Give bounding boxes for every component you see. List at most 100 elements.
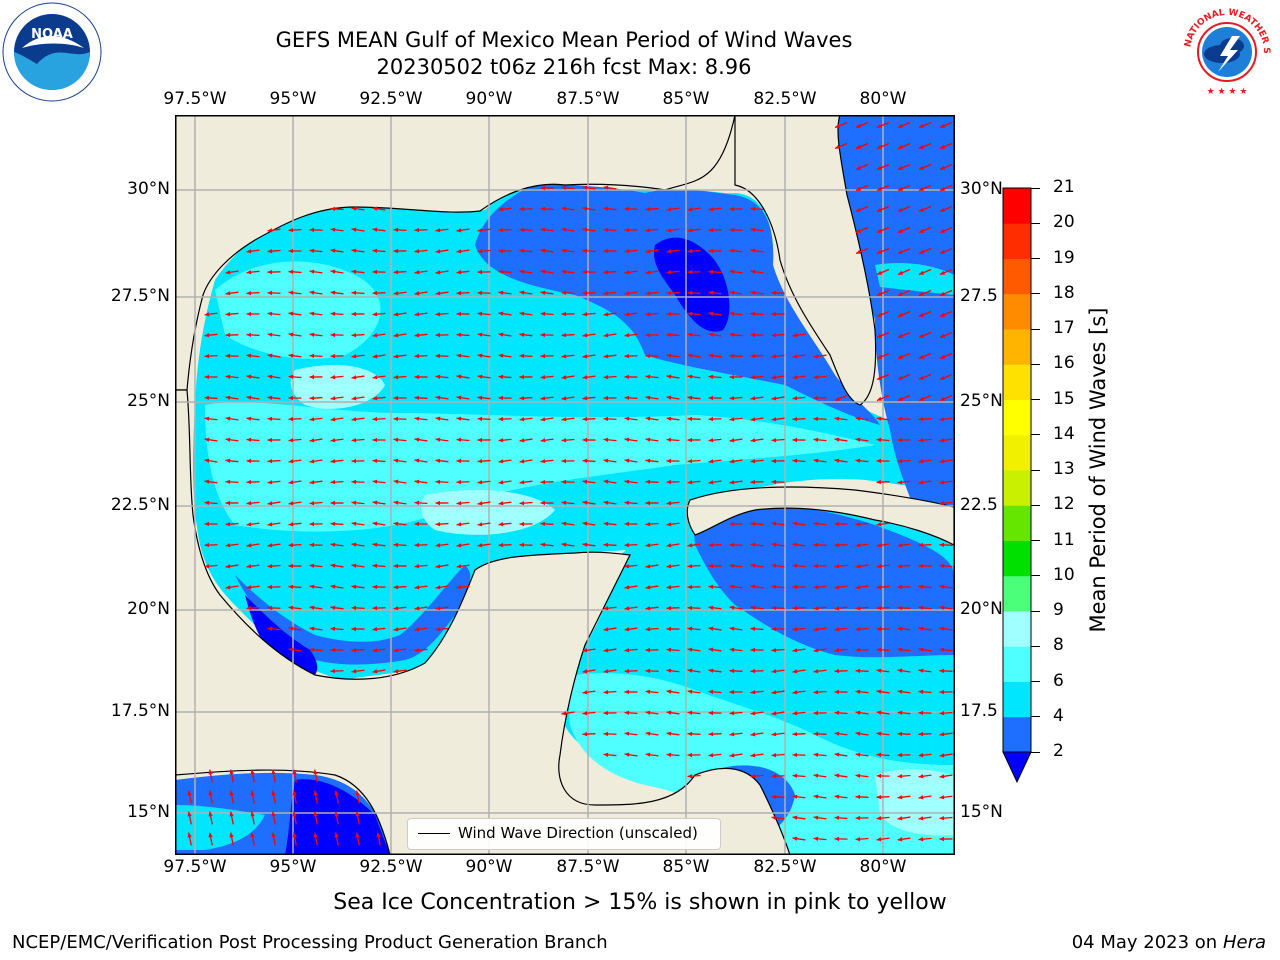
wind-arrow-head bbox=[645, 437, 651, 442]
wind-arrow-head bbox=[940, 396, 946, 401]
wind-arrow-head bbox=[540, 396, 546, 401]
wind-arrow-head bbox=[330, 668, 336, 674]
wind-arrow-head bbox=[351, 332, 357, 338]
wind-arrow-head bbox=[393, 458, 399, 463]
wind-arrow-head bbox=[477, 395, 483, 400]
wind-arrow-head bbox=[918, 459, 924, 464]
wind-arrow-head bbox=[624, 374, 630, 380]
mexico-land bbox=[175, 389, 791, 854]
colorbar-tick-label: 11 bbox=[1053, 529, 1075, 550]
wind-arrow-head bbox=[645, 626, 651, 632]
wind-arrow-head bbox=[771, 732, 777, 737]
lat-tick-label: 30°N bbox=[127, 179, 170, 199]
wind-arrow-head bbox=[582, 312, 588, 317]
wind-arrow-head bbox=[939, 584, 945, 589]
wind-arrow-head bbox=[855, 668, 861, 674]
wind-arrow-head bbox=[204, 564, 210, 569]
footer-date-text: 04 May 2023 on bbox=[1071, 932, 1218, 953]
wind-arrow-head bbox=[771, 563, 777, 568]
wind-arrow-head bbox=[309, 248, 315, 253]
wind-arrow-head bbox=[624, 458, 630, 463]
wind-arrow-head bbox=[498, 248, 504, 254]
wind-arrow-head bbox=[898, 144, 904, 149]
wind-arrow-head bbox=[792, 836, 798, 841]
wind-arrow-head bbox=[267, 228, 273, 233]
wind-arrow-head bbox=[813, 648, 819, 653]
wind-arrow-head bbox=[393, 269, 399, 275]
wind-arrow-head bbox=[898, 375, 904, 380]
wind-arrow-head bbox=[519, 438, 525, 443]
wind-arrow-head bbox=[393, 563, 399, 569]
wind-arrow-head bbox=[877, 228, 883, 233]
lat-tick-label: 20°N bbox=[960, 599, 1003, 619]
wind-arrow-head bbox=[603, 185, 609, 190]
wind-arrow-head bbox=[939, 732, 945, 737]
wind-arrow-head bbox=[813, 731, 819, 737]
wind-arrow-head bbox=[813, 437, 819, 442]
wind-arrow-head bbox=[267, 522, 273, 527]
wind-arrow-head bbox=[666, 374, 672, 379]
colorbar-tick-label: 18 bbox=[1053, 282, 1075, 303]
wind-arrow-head bbox=[288, 290, 294, 295]
wind-arrow-head bbox=[855, 752, 861, 757]
wind-arrow-head bbox=[898, 396, 904, 401]
wind-arrow-head bbox=[372, 416, 378, 422]
wind-arrow-head bbox=[876, 647, 882, 653]
wind-arrow-head bbox=[666, 626, 672, 632]
wind-arrow-head bbox=[729, 311, 735, 316]
wind-arrow-head bbox=[708, 290, 714, 295]
wind-arrow-head bbox=[351, 437, 357, 443]
wind-arrow-head bbox=[225, 312, 231, 317]
wind-arrow-head bbox=[940, 270, 946, 275]
wind-arrow-head bbox=[582, 711, 588, 716]
wind-arrow-head bbox=[372, 375, 378, 380]
wind-arrow-head bbox=[708, 416, 714, 422]
wind-arrow-head bbox=[582, 269, 588, 275]
wind-arrow-head bbox=[246, 374, 252, 379]
wind-arrow-head bbox=[351, 290, 357, 296]
wind-arrow-head bbox=[519, 417, 525, 422]
wind-arrow-head bbox=[687, 207, 693, 212]
wind-arrow-head bbox=[940, 333, 946, 338]
wind-arrow-head bbox=[498, 416, 504, 422]
colorbar-segment bbox=[1003, 434, 1031, 471]
wind-arrow-head bbox=[729, 353, 735, 359]
wind-arrow-head bbox=[498, 395, 504, 401]
wind-arrow-head bbox=[246, 501, 252, 506]
wind-arrow-head bbox=[351, 542, 357, 547]
wind-arrow-head bbox=[330, 417, 336, 422]
wind-arrow-head bbox=[309, 311, 315, 316]
wind-arrow-head bbox=[229, 790, 234, 796]
wind-arrow-head bbox=[603, 374, 609, 380]
wind-arrow-head bbox=[898, 228, 904, 233]
wind-arrow-head bbox=[477, 522, 483, 527]
wind-arrow-head bbox=[519, 332, 525, 337]
wind-arrow-head bbox=[246, 605, 252, 611]
wind-arrow-head bbox=[792, 521, 798, 526]
wind-arrow-head bbox=[603, 479, 609, 484]
colorbar-tick-mark bbox=[1031, 540, 1040, 541]
wind-arrow-head bbox=[414, 606, 420, 611]
wind-arrow-head bbox=[645, 689, 651, 694]
wind-arrow-head bbox=[414, 627, 420, 632]
wind-arrow-head bbox=[435, 416, 441, 421]
wind-arrow-head bbox=[351, 396, 357, 401]
wind-arrow-head bbox=[918, 584, 924, 590]
wind-arrow-head bbox=[372, 605, 378, 611]
wind-arrow-head bbox=[435, 564, 441, 569]
wind-arrow-head bbox=[624, 564, 630, 569]
wind-arrow-head bbox=[330, 542, 336, 547]
wind-arrow-head bbox=[855, 521, 861, 527]
wind-arrow-head bbox=[204, 416, 210, 421]
wind-arrow-head bbox=[771, 584, 777, 589]
wind-arrow-head bbox=[246, 249, 252, 254]
wind-arrow-head bbox=[334, 790, 339, 796]
wind-arrow-head bbox=[393, 312, 399, 317]
wind-arrow-head bbox=[288, 605, 294, 610]
colorbar-tick-label: 20 bbox=[1053, 212, 1075, 233]
wind-arrow-head bbox=[834, 648, 840, 653]
wind-arrow-head bbox=[939, 626, 945, 631]
wind-arrow-head bbox=[225, 291, 231, 296]
wind-arrow-head bbox=[372, 458, 378, 464]
wind-arrow-head bbox=[645, 564, 651, 569]
